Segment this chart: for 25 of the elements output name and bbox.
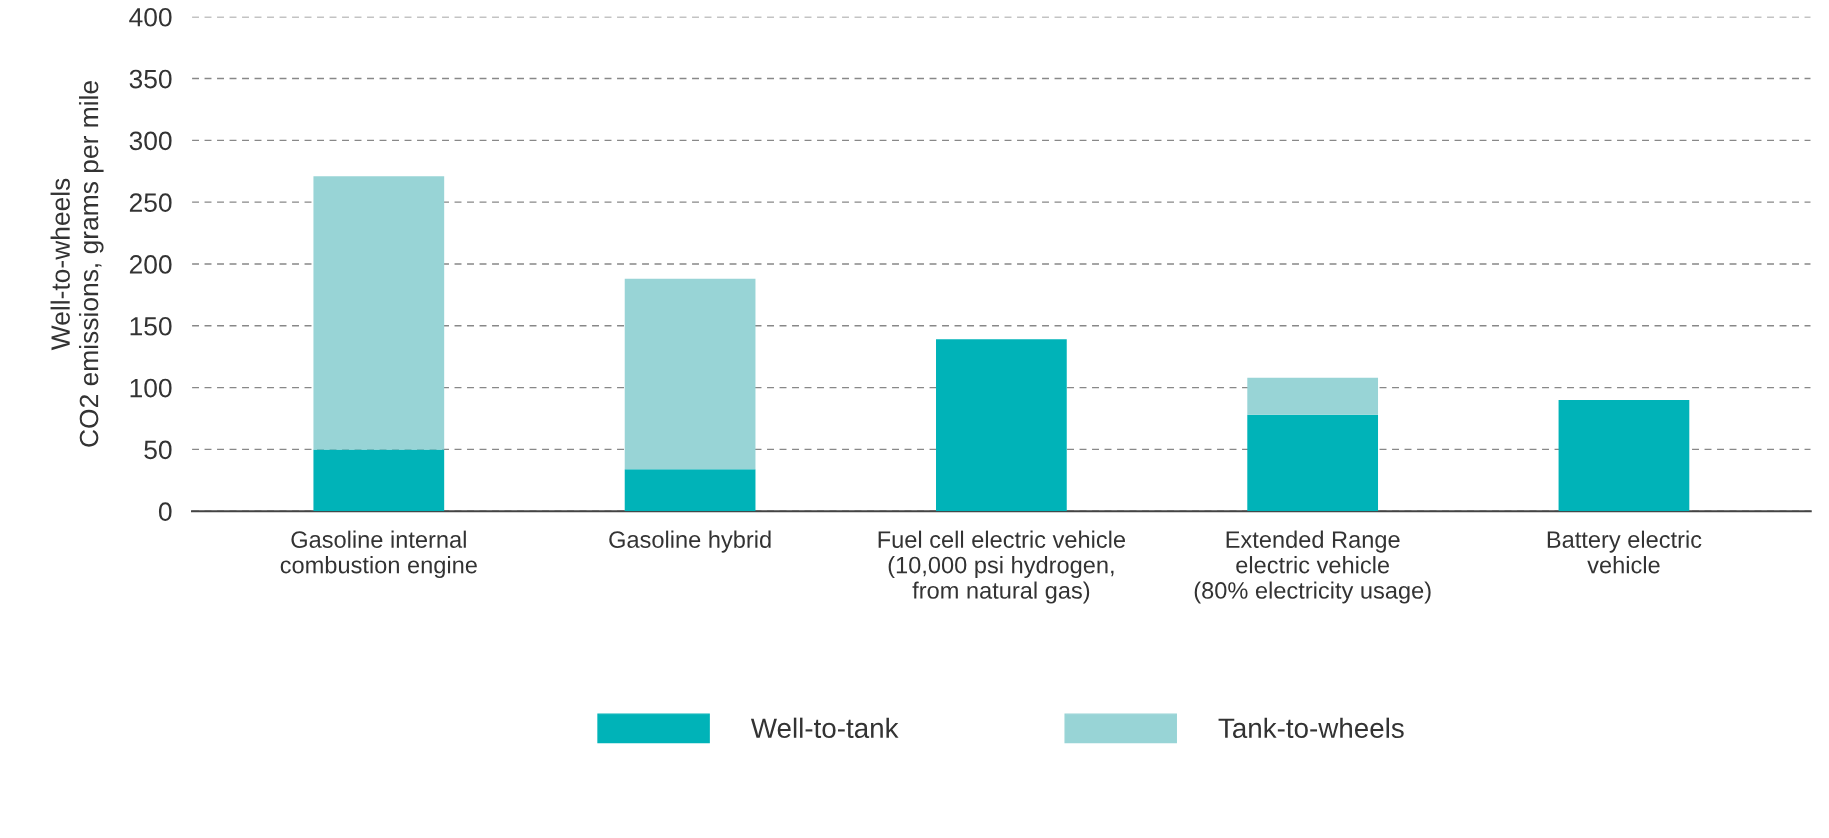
x-tick-label: Gasoline hybrid (609, 530, 771, 553)
bar (936, 339, 1067, 512)
legend-label: Tank-to-wheels (1218, 717, 1404, 739)
x-tick-label: Battery electric vehicle (1547, 530, 1702, 574)
y-tick-label: 200 (129, 255, 172, 274)
y-tick-label: 300 (129, 131, 172, 151)
y-tick-label: 100 (130, 378, 172, 398)
bar (1558, 399, 1690, 512)
x-tick-label: Fuel cell electric vehicle (10,000 psi hydrogen, from natural gas) (878, 530, 1125, 604)
y-tick-label: 350 (129, 69, 172, 89)
bar (1247, 414, 1379, 512)
y-tick-label: 0 (158, 502, 172, 521)
y-tick-label: 250 (129, 193, 172, 212)
y-tick-label: 50 (144, 440, 172, 460)
bar (1247, 377, 1379, 415)
legend-label: Well-to-tank (750, 717, 899, 739)
bar (624, 469, 756, 512)
x-tick-label: Gasoline internal combustion engine (280, 530, 477, 579)
bar (624, 278, 756, 470)
x-tick-label: Extended Range electric vehicle (80% electricity usage) (1194, 530, 1431, 604)
y-axis-title: Well-to-wheels CO2 emissions, grams per mile (50, 81, 104, 447)
y-tick-label: 150 (130, 316, 172, 336)
bar (313, 449, 445, 512)
bar (313, 176, 445, 450)
y-tick-label: 400 (129, 7, 172, 27)
